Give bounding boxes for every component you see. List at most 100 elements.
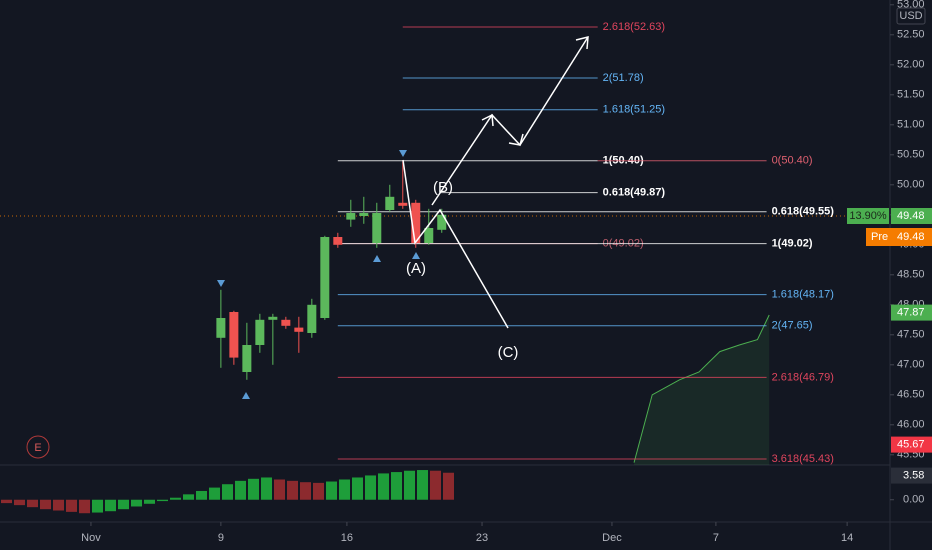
candle-body [424,228,434,243]
fib-label: 2.618(52.63) [603,21,665,33]
histogram-bar [248,478,259,500]
candle-body [359,213,369,216]
wave-path [431,36,589,206]
x-tick-label: 16 [341,532,353,544]
price-badge [891,436,932,453]
histogram-bar [53,499,64,511]
candle-body [255,319,265,345]
y-tick-label: 52.00 [897,59,925,71]
candle-body [294,327,304,332]
histogram-bar [144,499,155,504]
candle-body [229,312,239,358]
indicator-badge [891,467,932,484]
candle-body [346,213,356,220]
fib-label: 1.618(51.25) [603,104,665,116]
currency-box [896,7,926,25]
histogram-bar [170,497,181,500]
price-badge-label: 49.48 [897,210,925,222]
wave-label: (B) [433,179,453,196]
x-tick-label: 7 [713,532,719,544]
overlay-area [634,315,770,465]
candle-body [268,316,278,320]
histogram-bar [300,482,311,500]
candle-body [385,196,395,210]
histogram-bar [339,479,350,500]
histogram-bar [365,475,376,500]
y-tick-label: 50.50 [897,149,925,161]
candle-body [372,213,382,243]
x-tick-label: Nov [81,532,101,544]
histogram-bar [235,480,246,500]
histogram-bar [443,472,454,500]
histogram-bar [274,479,285,500]
y-tick-label: 0.00 [903,494,924,506]
histogram-bar [261,477,272,500]
premarket-label: Pre [871,231,888,243]
candle-body [398,202,408,206]
candle-body [320,237,330,318]
earnings-marker: E [34,442,41,454]
change-badge [847,208,889,224]
marker [412,252,420,259]
histogram-bar [326,481,337,500]
y-tick-label: 53.00 [897,0,925,11]
fib-label: 3.618(45.43) [772,453,834,465]
y-tick-label: 50.00 [897,179,925,191]
wave-arrows [402,36,589,329]
marker [217,280,225,287]
marker [373,255,381,262]
fib-label: 0(50.40) [772,155,813,167]
histogram-bar [209,487,220,500]
price-badge [891,208,932,224]
histogram-bar [131,499,142,507]
price-badge-label: 45.67 [897,439,925,451]
histogram-bar [391,472,402,500]
histogram-bar [222,484,233,500]
histogram-bar [66,499,77,512]
x-tick-label: 14 [841,532,853,544]
currency: USD [899,10,922,22]
candle-body [307,304,317,333]
premarket-value: 49.48 [897,231,925,243]
wave-path [402,159,509,329]
y-tick-label: 51.50 [897,89,925,101]
fib-label: 0.618(49.87) [603,187,666,199]
histogram-bar [27,499,38,508]
fib-label: 0.618(49.55) [772,206,835,218]
y-tick-label: 46.00 [897,419,925,431]
candle-body [242,345,252,372]
arrowhead [575,36,589,50]
histogram-bar [287,480,298,500]
fib-label: 1.618(48.17) [772,289,834,301]
histogram-bar [157,499,168,502]
marker [242,392,250,399]
candle-body [216,318,226,338]
candle-body [333,237,343,245]
indicator-badge-label: 3.58 [903,469,924,481]
wave-label: (A) [406,260,426,277]
y-tick-label: 51.00 [897,119,925,131]
price-badge [891,304,932,321]
premarket-badge [866,228,932,246]
arrowhead [508,133,524,146]
histogram-bar [352,477,363,500]
y-tick-label: 46.50 [897,389,925,401]
histogram-bar [313,482,324,500]
y-tick-label: 47.50 [897,329,925,341]
candle-body [281,319,291,326]
change-label: 13.90% [849,210,887,222]
histogram-bar [196,490,207,500]
candle-body [411,202,421,243]
histogram-bar [417,470,428,500]
x-tick-label: Dec [602,532,622,544]
marker [399,150,407,157]
arrowhead [481,113,494,127]
fib-label: 2(51.78) [603,72,644,84]
histogram-bar [79,499,90,514]
y-tick-label: 48.50 [897,269,925,281]
fib-label: 2(47.65) [772,320,813,332]
histogram-bar [92,499,103,513]
earnings-circle [26,435,50,459]
